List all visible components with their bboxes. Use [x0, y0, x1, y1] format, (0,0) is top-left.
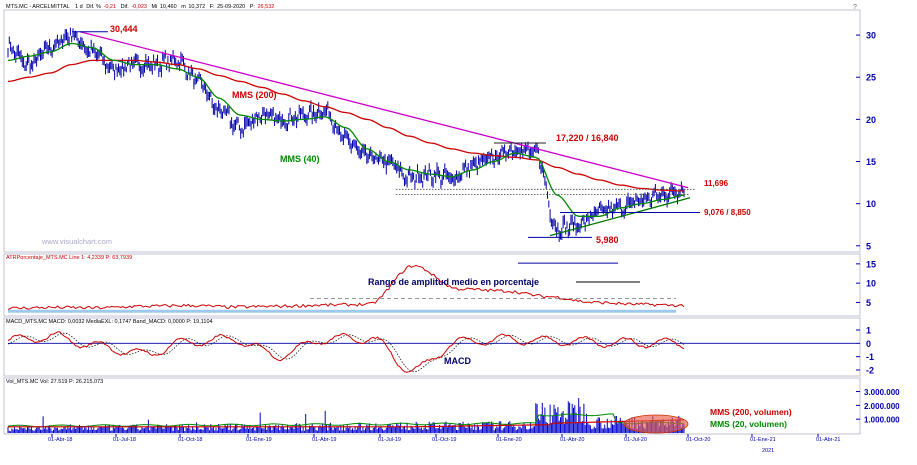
mms200-line — [7, 59, 685, 192]
x-tick-label: 01-Ene-20 — [496, 437, 522, 443]
atr-line — [7, 264, 685, 311]
price-y-tick-label: 25 — [866, 73, 876, 83]
atr-y-tick-label: 10 — [866, 279, 876, 289]
x-tick-label: 01-Ene-21 — [750, 437, 776, 443]
x-tick-label: 01-Jul-20 — [624, 437, 647, 443]
label-last: 11,696 — [704, 179, 729, 188]
vol-y-tick-label: 1.000.000 — [864, 416, 900, 425]
x-tick-label: 01-Abr-18 — [48, 437, 72, 443]
resistance-trendline — [79, 31, 689, 189]
series-layer — [7, 27, 685, 433]
vol-y-tick-label: 3.000.000 — [864, 388, 900, 397]
x-tick-label: 01-Jul-18 — [113, 437, 136, 443]
vol-y-tick-label: 2.000.000 — [864, 402, 900, 411]
price-y-tick-label: 10 — [866, 199, 876, 209]
x-tick-label: 01-Oct-18 — [178, 437, 202, 443]
label-atr-note: Rango de amplitud medio en porcentaje — [368, 277, 539, 287]
macd-y-tick-label: -1 — [866, 352, 874, 362]
x-tick-label: 01-Jul-19 — [378, 437, 401, 443]
label-high: 30,444 — [110, 24, 138, 34]
atr-y-tick-label: 15 — [866, 259, 876, 269]
vol-mms20-line — [7, 413, 685, 428]
macd-line — [7, 331, 685, 373]
x-tick-label: 01-Ene-19 — [246, 437, 272, 443]
macd-y-tick-label: 0 — [866, 339, 871, 349]
price-y-tick-label: 20 — [866, 115, 876, 125]
label-low: 5,980 — [596, 235, 619, 245]
label-vol-mms20: MMS (20, volumen) — [710, 419, 787, 429]
x-tick-label: 01-Abr-20 — [560, 437, 584, 443]
volume-highlight-ellipse — [623, 414, 689, 434]
price-y-tick-label: 5 — [866, 241, 871, 251]
support-trendline — [549, 197, 691, 237]
label-pivot: 17,220 / 16,840 — [556, 133, 619, 143]
price-panel — [3, 9, 861, 253]
atr-y-tick-label: 5 — [866, 298, 871, 308]
atr-panel-title: ATRPorcentaje_MTS.MC Line 1: 4,2339 P: 6… — [6, 255, 132, 261]
x-tick-label: 01-Abr-19 — [312, 437, 336, 443]
atr-base-band — [8, 309, 676, 313]
macd-panel-title: MACD_MTS.MC MACD: 0,0032 MediaEXL: 0,174… — [6, 319, 213, 325]
x-axis: 01-Abr-18 01-Jul-18 01-Oct-18 01-Ene-19 … — [48, 437, 840, 454]
window-help-icon[interactable]: ? — [853, 4, 857, 11]
volume-panel-title: Vol_MTS.MC Vol: 27.519 P: 26.215.073 — [6, 379, 103, 385]
axis-layer: 5 10 15 20 25 30 5 10 15 -2 -1 0 1 1.000.000 2.000.000… — [51, 31, 900, 437]
watermark: www.visualchart.com — [41, 237, 112, 246]
x-tick-label: 01-Oct-19 — [432, 437, 456, 443]
label-mms200: MMS (200) — [232, 90, 277, 100]
annotation-layer — [8, 31, 700, 434]
macd-y-tick-label: -2 — [866, 366, 874, 376]
label-vol-mms200: MMS (200, volumen) — [710, 407, 792, 417]
label-mms40: MMS (40) — [280, 154, 320, 164]
panel-frames — [3, 9, 861, 435]
label-macd-note: MACD — [444, 356, 471, 366]
header-info: MTS.MC - ARCELMITTAL 1 d Dif. % -0,21 Di… — [6, 4, 274, 10]
macd-y-tick-label: 1 — [866, 326, 871, 336]
vol-mms200-line — [8, 419, 685, 428]
price-y-tick-label: 30 — [866, 31, 876, 41]
macd-panel — [3, 317, 861, 377]
atr-panel — [3, 253, 861, 317]
mms40-line — [7, 42, 685, 217]
price-y-tick-label: 15 — [866, 157, 876, 167]
volume-bars — [7, 398, 685, 433]
x-tick-label: 01-Abr-21 — [816, 437, 840, 443]
x-tick-label: 01-Oct-20 — [686, 437, 710, 443]
volume-panel — [3, 377, 861, 435]
x-year-label: 2021 — [762, 448, 774, 454]
label-support: 9,076 / 8,850 — [704, 208, 751, 217]
